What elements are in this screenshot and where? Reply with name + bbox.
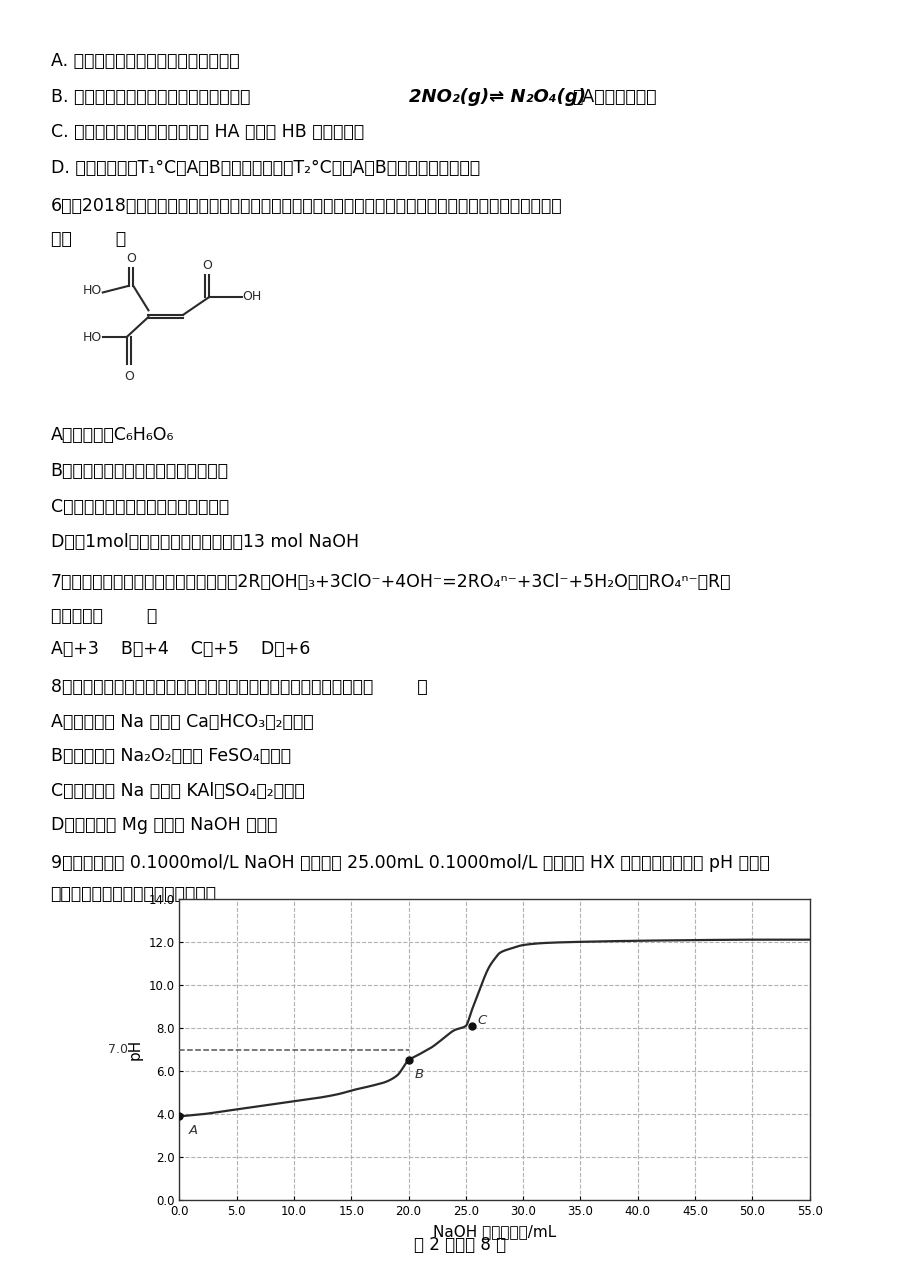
Text: HO: HO xyxy=(83,284,102,297)
Text: B: B xyxy=(414,1068,423,1081)
Text: B．将过量的 Na₂O₂投入到 FeSO₄溶液中: B．将过量的 Na₂O₂投入到 FeSO₄溶液中 xyxy=(51,747,290,765)
Text: 线如下图所示。下列说法不正确的是: 线如下图所示。下列说法不正确的是 xyxy=(51,885,216,903)
Text: C. 由丙可知：同温度、同浓度的 HA 溶液比 HB 溶液酸性强: C. 由丙可知：同温度、同浓度的 HA 溶液比 HB 溶液酸性强 xyxy=(51,123,363,141)
Text: A. 由甲可知：使用傅化剂不影响反应热: A. 由甲可知：使用傅化剂不影响反应热 xyxy=(51,52,239,70)
X-axis label: NaOH 溶液的体积/mL: NaOH 溶液的体积/mL xyxy=(433,1223,555,1239)
Text: B. 由乙可知：对于恒温恒容条件下的反应: B. 由乙可知：对于恒温恒容条件下的反应 xyxy=(51,88,250,106)
Text: 8．下列哪一个实验，不仅产生气体，而且最终一定能产生白色沉淠（        ）: 8．下列哪一个实验，不仅产生气体，而且最终一定能产生白色沉淠（ ） xyxy=(51,679,426,696)
Text: 7．已知在碱性溶液中可发生如下反应：2R（OH）₃+3ClO⁻+4OH⁻=2RO₄ⁿ⁻+3Cl⁻+5H₂O，则RO₄ⁿ⁻中R的: 7．已知在碱性溶液中可发生如下反应：2R（OH）₃+3ClO⁻+4OH⁻=2RO… xyxy=(51,573,731,591)
Text: 第 2 页，共 8 页: 第 2 页，共 8 页 xyxy=(414,1236,505,1254)
Text: 是（        ）: 是（ ） xyxy=(51,230,126,248)
Text: A．将少量的 Na 投入到 Ca（HCO₃）₂溶液中: A．将少量的 Na 投入到 Ca（HCO₃）₂溶液中 xyxy=(51,713,312,731)
Text: 2NO₂(g)⇌ N₂O₄(g): 2NO₂(g)⇌ N₂O₄(g) xyxy=(409,88,585,106)
Text: O: O xyxy=(124,370,133,383)
Text: A．化学式为C₆H₆O₆: A．化学式为C₆H₆O₆ xyxy=(51,426,174,444)
Text: C．乌头酸能使酸性高锴酸钒溶液褮色: C．乌头酸能使酸性高锴酸钒溶液褮色 xyxy=(51,498,229,516)
Text: B．乌头酸能发生水解反应和加成反应: B．乌头酸能发生水解反应和加成反应 xyxy=(51,462,228,480)
Text: A: A xyxy=(188,1124,198,1137)
Text: D．将少量的 Mg 投入到 NaOH 溶液中: D．将少量的 Mg 投入到 NaOH 溶液中 xyxy=(51,816,277,834)
Text: 7.0: 7.0 xyxy=(108,1043,128,1057)
Text: 9．常温时，用 0.1000mol/L NaOH 溶液滴定 25.00mL 0.1000mol/L 某一元酸 HX 溶液，滴定过程中 pH 变化曲: 9．常温时，用 0.1000mol/L NaOH 溶液滴定 25.00mL 0.… xyxy=(51,854,768,872)
Y-axis label: pH: pH xyxy=(128,1039,142,1060)
Text: O: O xyxy=(202,260,212,272)
Text: 6．【2018版高考总复习专题九课时跟踪训练】乌头酸的结构简式如图所示，下列关于乌头酸的说法错误的: 6．【2018版高考总复习专题九课时跟踪训练】乌头酸的结构简式如图所示，下列关于… xyxy=(51,197,562,215)
Text: C: C xyxy=(477,1013,486,1027)
Text: O: O xyxy=(126,252,136,265)
Text: OH: OH xyxy=(242,290,261,303)
Text: A．+3    B．+4    C．+5    D．+6: A．+3 B．+4 C．+5 D．+6 xyxy=(51,640,310,658)
Text: D．含1mol乌头酸的溶液最多可消耰13 mol NaOH: D．含1mol乌头酸的溶液最多可消耰13 mol NaOH xyxy=(51,533,358,551)
Text: 化合价是（        ）: 化合价是（ ） xyxy=(51,607,156,625)
Text: ，A点为平衡状态: ，A点为平衡状态 xyxy=(572,88,656,106)
Text: D. 由丁可知：将T₁°C的A、B饱和溶液升温至T₂°C时，A与B溶液的质量分数相等: D. 由丁可知：将T₁°C的A、B饱和溶液升温至T₂°C时，A与B溶液的质量分数… xyxy=(51,159,479,177)
Text: HO: HO xyxy=(83,331,102,344)
Text: C．将过量的 Na 投入到 KAl（SO₄）₂溶液中: C．将过量的 Na 投入到 KAl（SO₄）₂溶液中 xyxy=(51,782,304,799)
